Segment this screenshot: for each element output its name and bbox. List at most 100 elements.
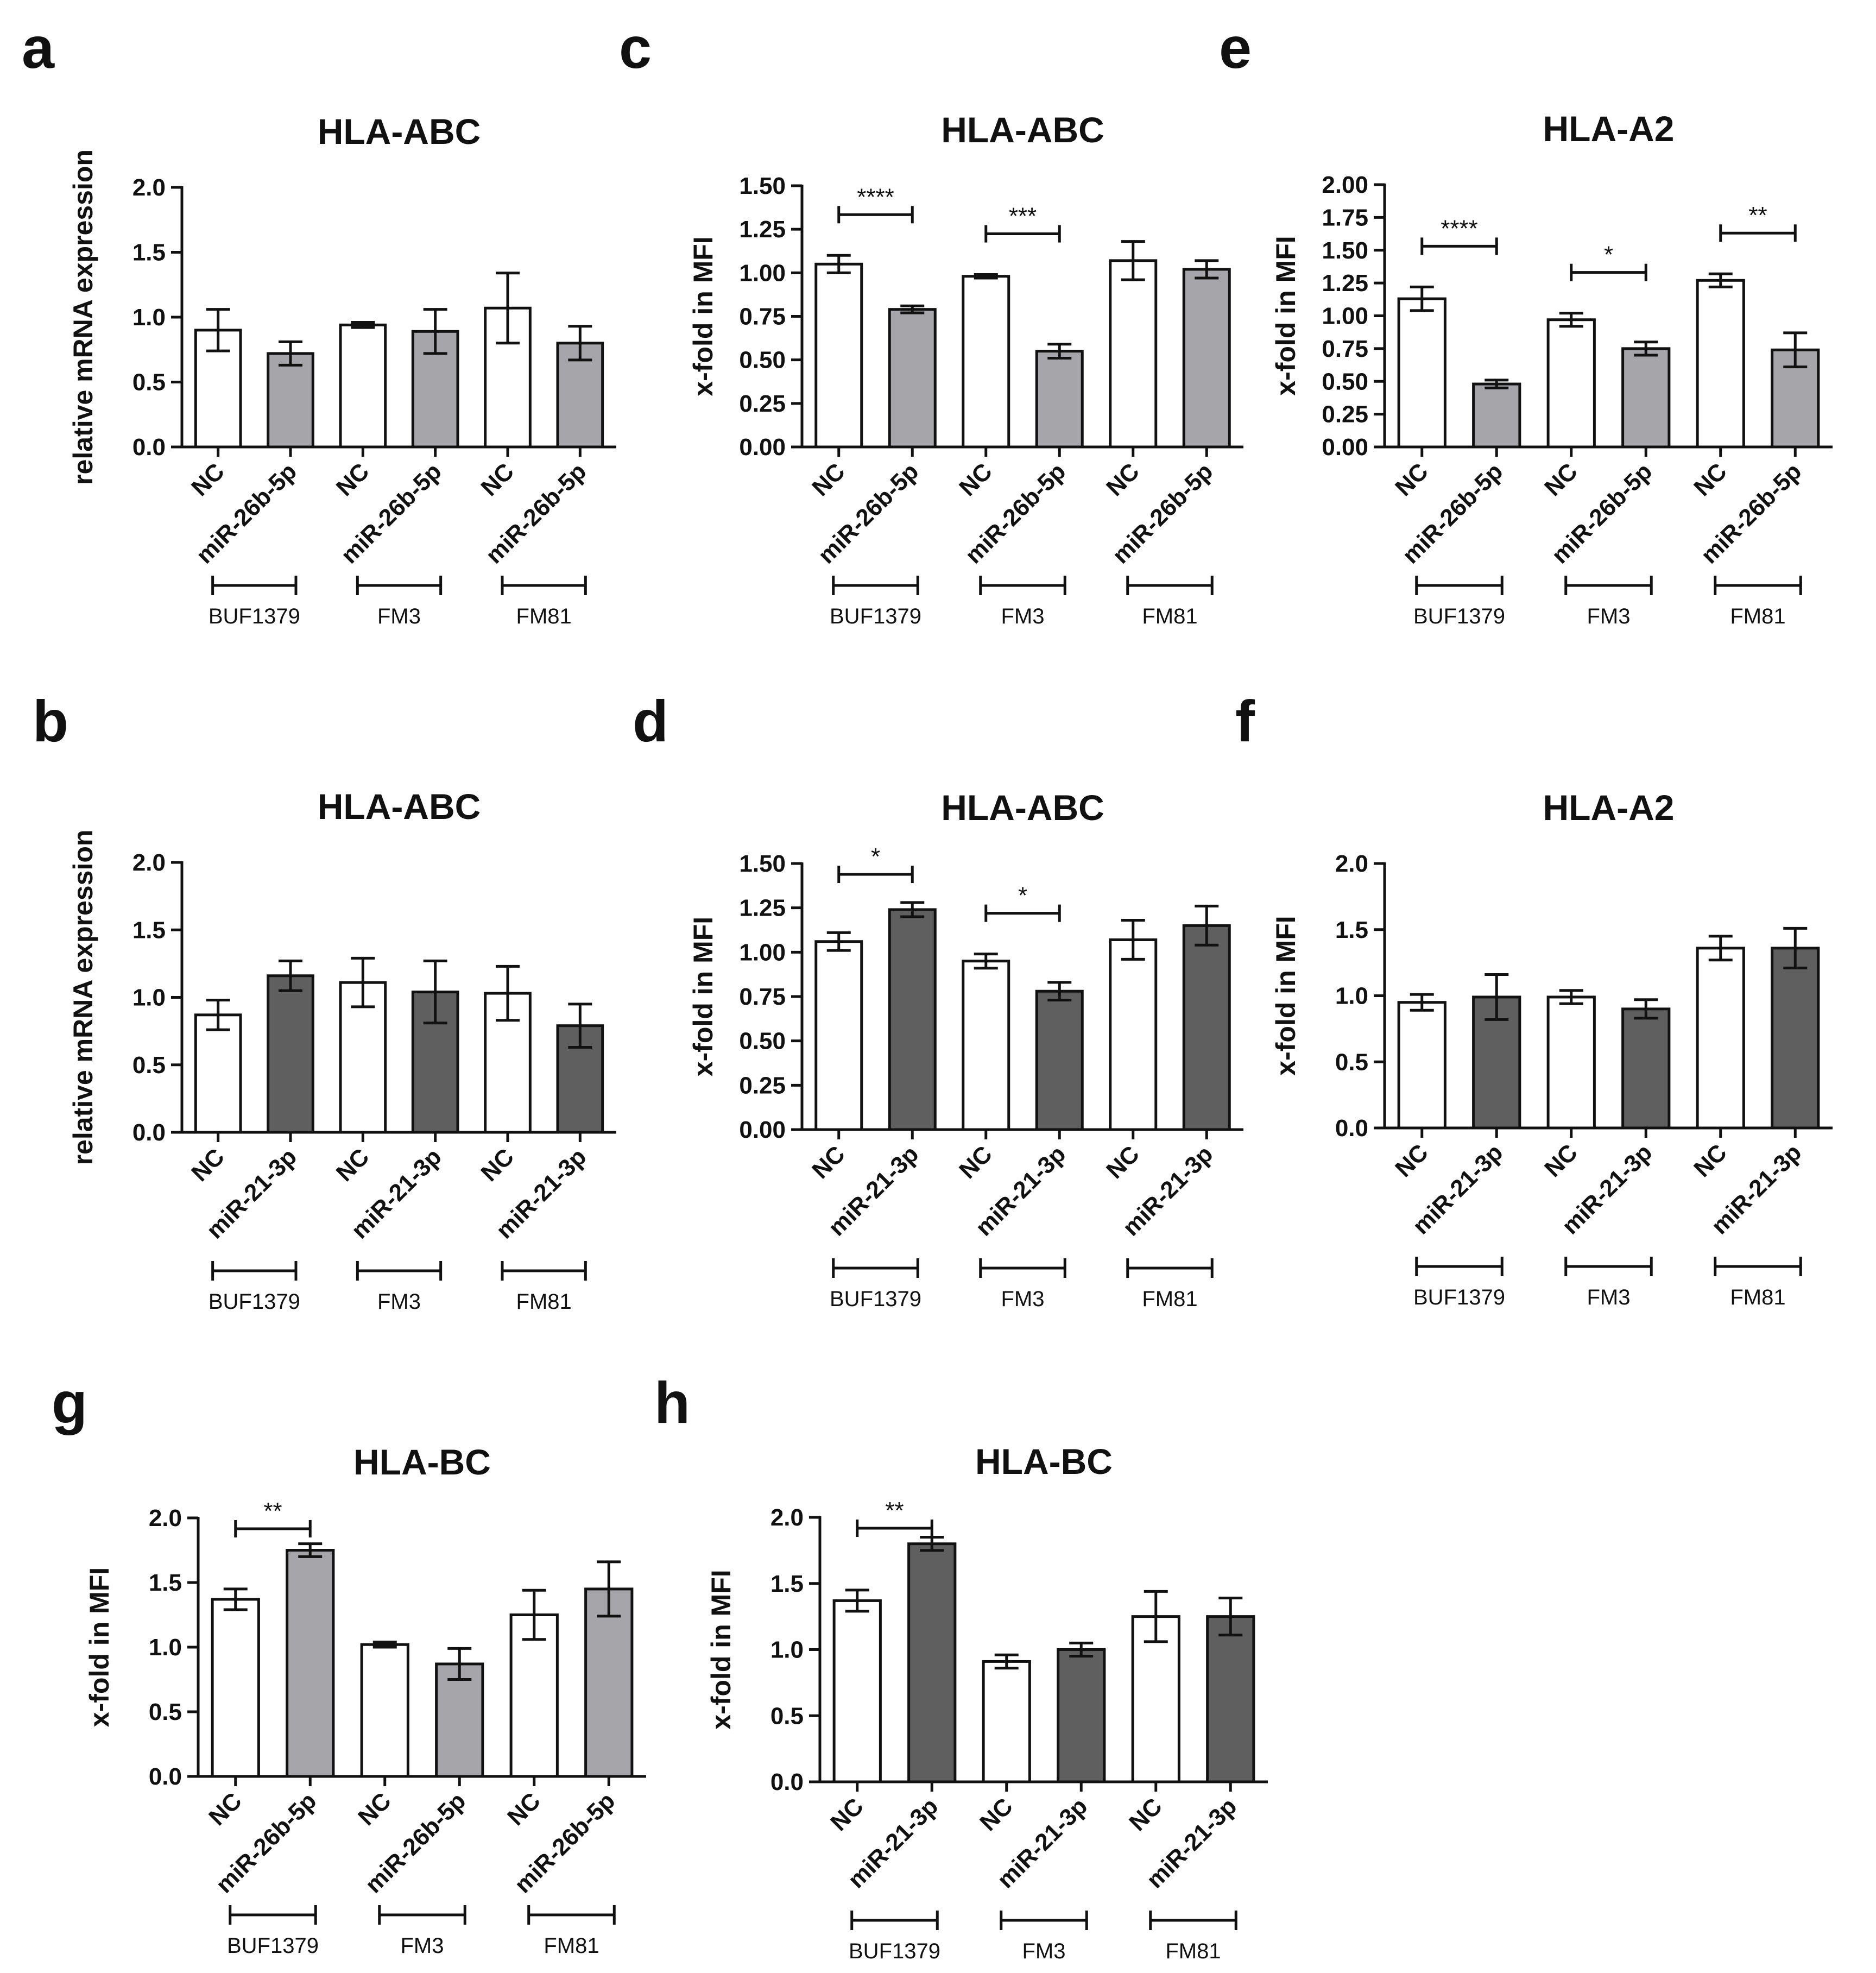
bar-nc [211,1598,260,1778]
bar-mirna [888,908,937,1131]
bar-mirna [286,1549,335,1778]
group-label: BUF1379 [830,604,921,628]
group-label: FM81 [516,604,572,628]
bar-nc [962,960,1010,1131]
y-axis-label: x-fold in MFI [1271,916,1301,1075]
group-label: FM3 [1001,1287,1045,1311]
panel-e: e HLA-A2 x-fold in MFI 0.00 0.25 0.50 0.75 1.00… [1219,15,1833,628]
y-tick-label: 1.75 [1322,204,1368,231]
y-tick-label: 1.0 [770,1637,804,1663]
y-tick-label: 0.00 [739,434,786,461]
y-tick-label: 1.0 [132,304,166,331]
y-tick-label: 1.5 [132,917,166,943]
y-tick-label: 2.00 [1322,172,1368,198]
x-category-label: NC [476,458,519,501]
bar-nc [1109,259,1158,449]
panel-letter: e [1219,15,1252,80]
bar-mirna [1182,268,1231,449]
y-tick-label: 2.0 [1335,850,1368,877]
group-label: FM3 [1587,604,1631,628]
bar-mirna [888,308,937,449]
chart-title: HLA-BC [975,1441,1113,1482]
group-label: BUF1379 [209,604,300,628]
bar-mirna [1057,1648,1106,1783]
significance-stars: * [1018,883,1027,909]
y-tick-label: 1.0 [1335,983,1368,1010]
panel-letter: g [52,1370,87,1435]
y-axis-label: x-fold in MFI [688,917,718,1076]
y-tick-label: 1.25 [739,895,786,922]
x-category-label: NC [954,1140,997,1184]
significance-stars: **** [1441,215,1478,242]
x-category-label: NC [825,1793,869,1836]
bar-nc [1397,297,1447,449]
x-category-label: NC [331,1143,375,1187]
group-label: BUF1379 [1413,1285,1505,1309]
group-label: BUF1379 [830,1287,921,1311]
y-tick-label: 0.5 [770,1703,804,1729]
significance-stars: ** [263,1498,282,1524]
y-tick-label: 0.25 [739,1072,786,1099]
bar-mirna [907,1542,957,1783]
bar-nc [1696,947,1745,1130]
y-tick-label: 1.00 [1322,303,1368,330]
significance-stars: * [1604,242,1613,268]
panel-d: d HLA-ABC x-fold in MFI 0.00 0.25 0.50 0.75 1.0… [633,688,1243,1311]
group-label: FM3 [401,1934,444,1958]
bar-mirna [1472,995,1521,1130]
y-axis-label: x-fold in MFI [688,236,718,396]
group-label: BUF1379 [209,1290,300,1314]
significance-stars: ** [1748,202,1767,229]
y-tick-label: 1.25 [739,216,786,243]
y-tick-label: 0.0 [132,434,166,461]
y-tick-label: 1.5 [1335,917,1368,943]
chart-title: HLA-ABC [318,786,481,827]
group-label: FM3 [1001,604,1045,628]
group-label: BUF1379 [1413,604,1505,628]
y-tick-label: 0.0 [149,1763,182,1790]
x-category-label: NC [476,1143,519,1187]
x-category-label: NC [1390,458,1433,501]
group-label: FM3 [377,1290,421,1314]
chart-title: HLA-ABC [941,110,1104,150]
group-label: BUF1379 [227,1934,319,1958]
y-tick-label: 0.50 [1322,368,1368,395]
y-tick-label: 0.5 [132,1052,166,1079]
bar-mirna [1035,989,1084,1131]
chart-title: HLA-BC [353,1442,491,1482]
x-category-label: NC [1689,458,1732,501]
y-tick-label: 0.5 [149,1699,182,1725]
y-tick-label: 1.50 [739,850,786,877]
y-tick-label: 0.5 [1335,1049,1368,1075]
bar-nc [339,323,387,449]
x-category-label: NC [331,458,375,501]
panel-c: c HLA-ABC x-fold in MFI 0.00 0.25 0.50 0.75 1.0… [619,15,1243,628]
y-tick-label: 1.5 [132,239,166,266]
x-category-label: NC [1101,1140,1145,1184]
bar-mirna [267,974,314,1134]
x-category-label: NC [1390,1139,1433,1182]
bar-nc [1546,995,1596,1130]
y-axis-label: x-fold in MFI [706,1569,736,1729]
bar-nc [1397,1001,1447,1130]
chart-title: HLA-ABC [941,787,1104,828]
panel-letter: f [1235,688,1255,754]
panel-letter: a [22,15,55,80]
y-axis-label: x-fold in MFI [1271,236,1301,395]
bar-nc [1546,318,1596,449]
panel-letter: b [33,688,68,754]
bar-mirna [1182,924,1231,1131]
y-tick-label: 1.0 [149,1634,182,1661]
chart-title: HLA-A2 [1543,787,1675,828]
y-axis-label: x-fold in MFI [84,1567,115,1727]
bar-mirna [1621,1007,1671,1130]
y-tick-label: 1.00 [739,939,786,966]
bar-nc [962,275,1010,449]
x-category-label: NC [954,458,997,501]
panel-a: a HLA-ABC relative mRNA expression 0.0 0.5 1.… [22,15,616,628]
group-label: FM81 [544,1934,599,1958]
y-tick-label: 0.25 [739,390,786,417]
group-label: FM3 [1587,1285,1631,1309]
